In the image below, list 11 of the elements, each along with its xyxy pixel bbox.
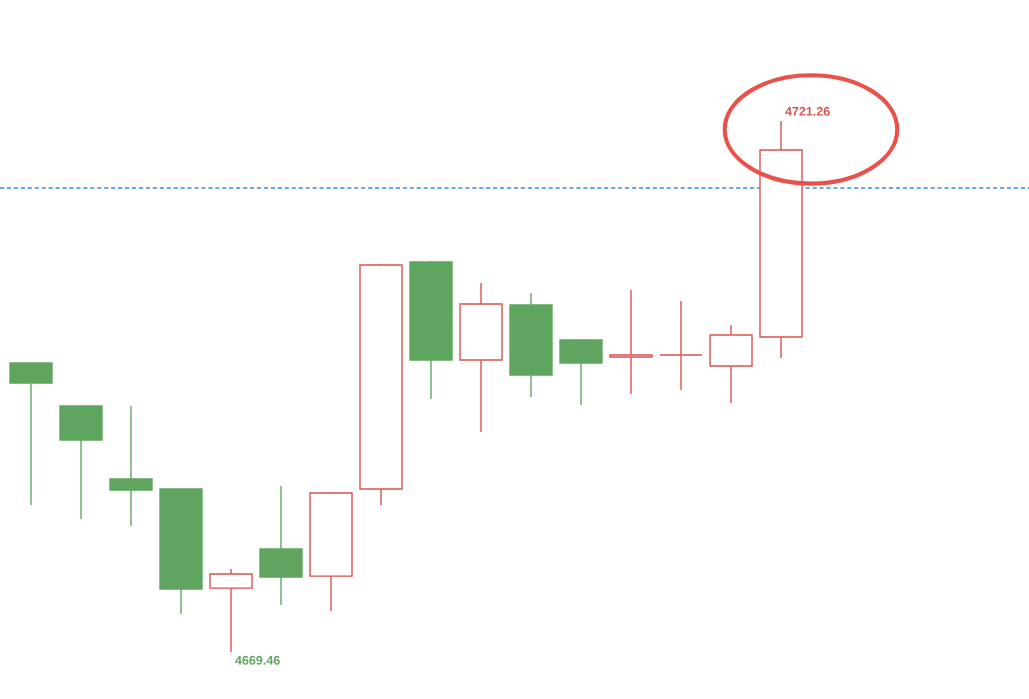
candlestick bbox=[459, 282, 503, 433]
candlestick bbox=[659, 300, 703, 391]
candlestick bbox=[259, 485, 303, 606]
candlestick bbox=[609, 289, 653, 395]
annotation: 4721.26 bbox=[785, 106, 830, 116]
candlestick bbox=[709, 324, 753, 404]
candlestick bbox=[759, 120, 803, 359]
annotation: 4669.46 bbox=[235, 655, 280, 665]
candlestick bbox=[109, 405, 153, 527]
candlestick bbox=[509, 292, 553, 398]
candlestick bbox=[209, 568, 253, 653]
